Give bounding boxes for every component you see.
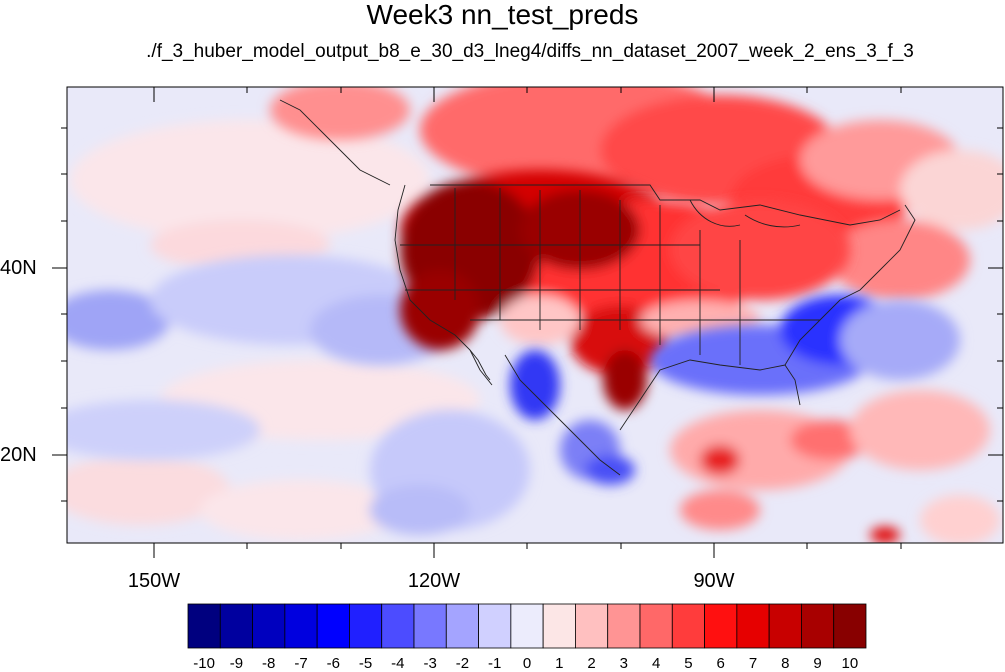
colorbar-tick-label: 6 bbox=[716, 655, 725, 672]
colorbar-tick-label: 9 bbox=[813, 655, 822, 672]
colorbar-tick-label: 10 bbox=[841, 655, 859, 672]
colorbar-tick-label: 1 bbox=[555, 655, 564, 672]
colorbar-tick-label: -1 bbox=[488, 655, 502, 672]
colorbar-swatch bbox=[349, 603, 383, 649]
lon-label-120w: 120W bbox=[407, 570, 461, 592]
colorbar-swatch bbox=[704, 603, 738, 649]
lat-ticks bbox=[52, 127, 1003, 502]
colorbar-tick-label: 2 bbox=[587, 655, 596, 672]
lon-label-90w: 90W bbox=[693, 570, 735, 592]
colorbar-tick-label: 3 bbox=[619, 655, 629, 672]
map-subtitle: ./f_3_huber_model_output_b8_e_30_d3_lneg… bbox=[146, 41, 914, 62]
colorbar-swatch bbox=[736, 603, 770, 649]
colorbar-tick-label: -8 bbox=[262, 655, 276, 672]
lon-ticks bbox=[153, 87, 902, 558]
lon-label-150w: 150W bbox=[127, 570, 181, 592]
colorbar-tick-label: 0 bbox=[522, 655, 532, 672]
colorbar-swatch bbox=[445, 603, 479, 649]
colorbar-swatch bbox=[801, 603, 835, 649]
colorbar-swatch bbox=[252, 603, 286, 649]
colorbar-tick-label: -9 bbox=[229, 655, 244, 672]
colorbar-tick-label: -2 bbox=[455, 655, 470, 672]
colorbar-tick-label: 4 bbox=[651, 655, 661, 672]
colorbar-swatch bbox=[607, 603, 641, 649]
colorbar-swatch bbox=[413, 603, 447, 649]
colorbar-tick-label: -4 bbox=[391, 655, 405, 672]
colorbar-swatch bbox=[671, 603, 705, 649]
colorbar-swatch bbox=[284, 603, 318, 649]
colorbar-swatch bbox=[575, 603, 609, 649]
colorbar-tick-label: -5 bbox=[358, 655, 373, 672]
colorbar-tick-label: 8 bbox=[781, 655, 790, 672]
coastlines bbox=[279, 99, 916, 476]
colorbar-swatch bbox=[219, 603, 253, 649]
lat-label-40n: 40N bbox=[0, 257, 37, 279]
colorbar-swatch bbox=[542, 603, 576, 649]
colorbar bbox=[187, 603, 867, 649]
colorbar-swatch bbox=[478, 603, 512, 649]
colorbar-tick-label: 7 bbox=[748, 655, 758, 672]
colorbar-tick-label: 5 bbox=[684, 655, 693, 672]
colorbar-swatch bbox=[187, 603, 221, 649]
colorbar-swatch bbox=[833, 603, 867, 649]
colorbar-tick-label: -7 bbox=[294, 655, 308, 672]
lat-label-20n: 20N bbox=[0, 444, 37, 466]
map-title: Week3 nn_test_preds bbox=[366, 0, 639, 30]
colorbar-tick-label: -10 bbox=[193, 655, 215, 672]
colorbar-swatch bbox=[639, 603, 673, 649]
colorbar-swatch bbox=[316, 603, 350, 649]
map-panel bbox=[67, 87, 1003, 543]
colorbar-swatch bbox=[510, 603, 544, 649]
colorbar-tick-label: -6 bbox=[326, 655, 340, 672]
colorbar-swatch bbox=[381, 603, 415, 649]
colorbar-tick-label: -3 bbox=[423, 655, 437, 672]
colorbar-swatch bbox=[768, 603, 802, 649]
